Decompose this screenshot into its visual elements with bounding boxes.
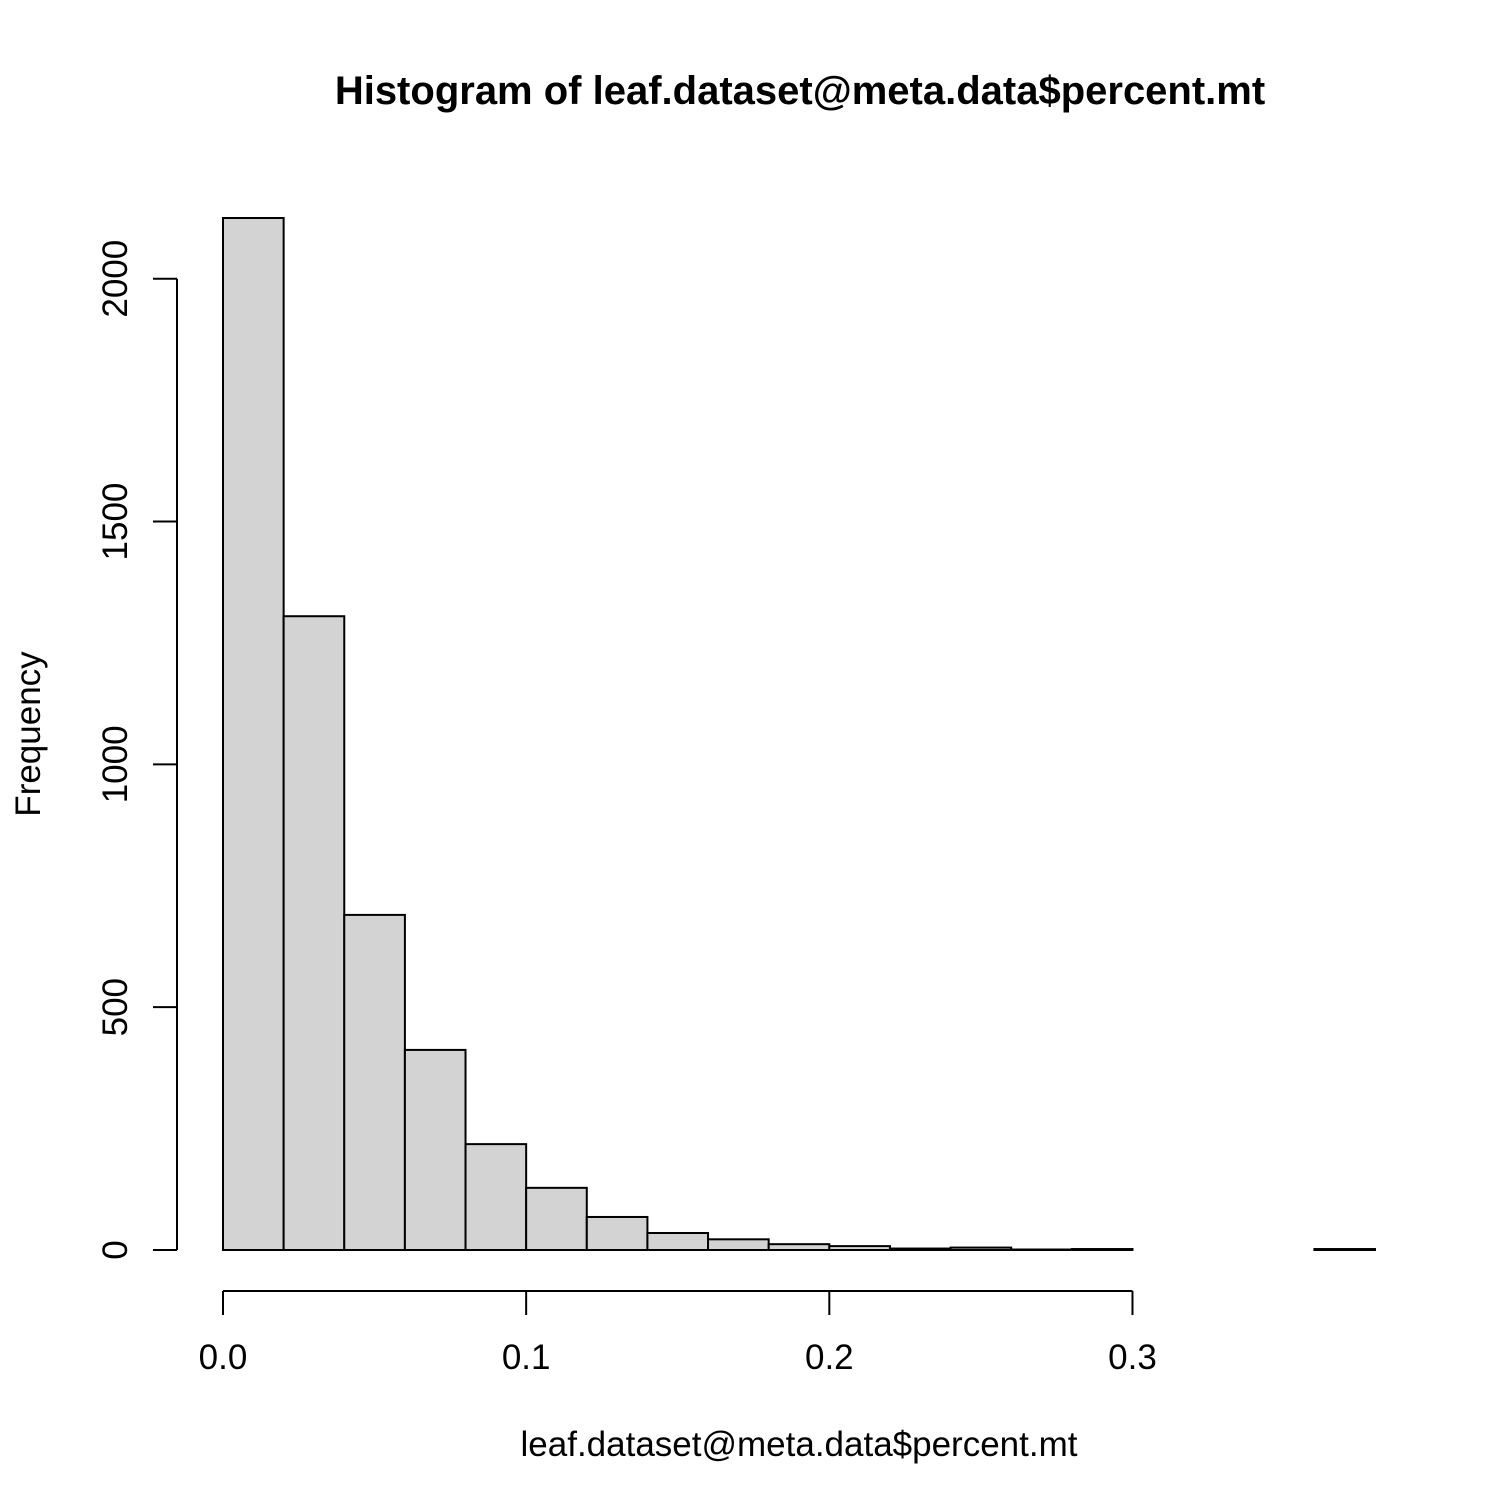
x-axis: 0.0 0.1 0.2 0.3 <box>199 1290 1157 1377</box>
histogram-bar <box>646 1232 710 1251</box>
histogram-bar <box>403 1048 467 1252</box>
histogram-bar <box>888 1247 952 1252</box>
histogram-bar <box>949 1246 1013 1252</box>
bars-group <box>222 217 1376 1252</box>
histogram-bar <box>282 615 346 1251</box>
y-axis: 0 500 1000 1500 2000 <box>96 240 178 1260</box>
y-axis-label: Frequency <box>9 651 48 817</box>
y-tick-label: 0 <box>96 1240 135 1259</box>
histogram-bar <box>828 1245 891 1252</box>
x-tick-label: 0.2 <box>805 1338 854 1377</box>
histogram-bar <box>707 1238 770 1252</box>
y-tick-label: 1500 <box>96 483 135 561</box>
histogram-bar <box>222 217 285 1251</box>
x-axis-label: leaf.dataset@meta.data$percent.mt <box>521 1425 1078 1464</box>
histogram-bar <box>1313 1248 1376 1251</box>
histogram-bar <box>525 1186 588 1251</box>
histogram-bar <box>767 1243 831 1252</box>
y-tick-label: 2000 <box>96 240 135 318</box>
histogram-bar <box>464 1143 528 1251</box>
histogram-bar <box>585 1215 649 1251</box>
y-tick-label: 500 <box>96 978 135 1036</box>
x-tick-label: 0.3 <box>1108 1338 1157 1377</box>
y-tick-label: 1000 <box>96 725 135 803</box>
histogram-bar <box>343 913 406 1251</box>
chart-title: Histogram of leaf.dataset@meta.data$perc… <box>335 69 1265 113</box>
x-tick-label: 0.0 <box>199 1338 248 1377</box>
x-tick-label: 0.1 <box>502 1338 551 1377</box>
histogram-bar <box>1070 1248 1134 1251</box>
